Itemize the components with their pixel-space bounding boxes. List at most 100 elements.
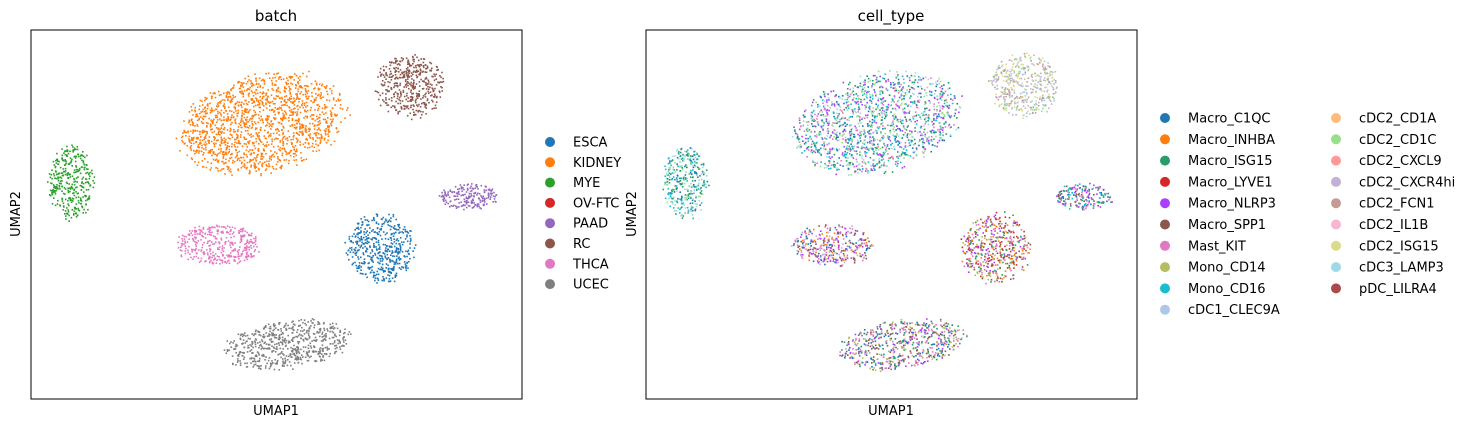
scatter-point [379, 258, 382, 260]
scatter-point [458, 206, 460, 208]
scatter-point [66, 150, 69, 153]
scatter-point [202, 122, 205, 125]
scatter-point [420, 64, 423, 66]
scatter-point [199, 231, 201, 233]
scatter-point [295, 85, 297, 87]
scatter-point [203, 251, 205, 253]
scatter-point [882, 158, 885, 160]
scatter-point [322, 356, 324, 358]
scatter-point [321, 333, 323, 335]
batch-axes-frame [30, 29, 523, 400]
scatter-point [334, 104, 336, 106]
scatter-point [904, 128, 906, 130]
scatter-point [461, 190, 463, 192]
scatter-point [272, 123, 275, 125]
scatter-point [401, 251, 404, 253]
scatter-point [228, 91, 230, 94]
scatter-point [278, 78, 280, 80]
scatter-point [947, 94, 949, 96]
scatter-point [879, 153, 881, 155]
scatter-point [201, 144, 203, 147]
scatter-point [441, 194, 444, 197]
scatter-point [357, 258, 360, 260]
scatter-point [819, 133, 822, 136]
scatter-point [860, 89, 863, 92]
scatter-point [328, 348, 330, 350]
scatter-point [53, 185, 56, 187]
scatter-point [370, 238, 372, 240]
scatter-point [280, 122, 283, 125]
scatter-point [406, 255, 408, 258]
scatter-point [822, 102, 824, 104]
scatter-point [929, 90, 931, 93]
scatter-point [409, 96, 412, 98]
scatter-point [86, 199, 89, 201]
scatter-point [207, 122, 209, 125]
scatter-point [239, 334, 242, 337]
scatter-point [899, 146, 901, 148]
scatter-point [206, 252, 209, 254]
scatter-point [805, 134, 807, 136]
scatter-point [463, 198, 466, 201]
scatter-point [280, 117, 282, 120]
scatter-point [61, 158, 64, 161]
scatter-point [84, 194, 86, 197]
scatter-point [230, 88, 233, 90]
scatter-point [872, 136, 874, 138]
scatter-point [283, 326, 285, 328]
scatter-point [233, 160, 236, 163]
scatter-point [87, 196, 90, 199]
scatter-point [254, 345, 257, 348]
scatter-point [230, 89, 232, 92]
scatter-point [293, 73, 296, 75]
scatter-point [473, 205, 475, 208]
scatter-point [245, 102, 248, 105]
scatter-point [248, 110, 250, 113]
scatter-point [184, 252, 187, 255]
scatter-point [403, 73, 405, 76]
scatter-point [278, 130, 280, 132]
scatter-point [89, 171, 92, 174]
scatter-point [853, 150, 856, 152]
scatter-point [257, 365, 260, 367]
scatter-point [310, 347, 313, 349]
scatter-point [321, 84, 323, 87]
scatter-point [241, 145, 244, 147]
scatter-point [417, 59, 420, 62]
scatter-point [397, 102, 399, 105]
scatter-point [825, 120, 828, 123]
scatter-point [233, 235, 235, 238]
scatter-point [413, 256, 415, 259]
scatter-point [239, 241, 242, 244]
legend-marker [545, 258, 555, 269]
scatter-point [397, 111, 399, 113]
scatter-point [228, 349, 230, 352]
scatter-point [297, 90, 299, 93]
scatter-point [394, 276, 397, 278]
scatter-point [905, 135, 907, 137]
scatter-point [429, 83, 432, 85]
scatter-point [191, 230, 194, 232]
scatter-point [466, 189, 469, 191]
scatter-point [406, 80, 409, 83]
scatter-point [951, 102, 954, 105]
scatter-point [412, 250, 414, 252]
scatter-point [317, 351, 320, 353]
scatter-point [299, 356, 302, 359]
scatter-point [198, 152, 200, 154]
scatter-point [284, 361, 287, 363]
scatter-point [876, 115, 878, 118]
scatter-point [370, 258, 372, 261]
scatter-point [242, 358, 245, 360]
scatter-point [272, 332, 274, 335]
scatter-point [363, 262, 366, 265]
scatter-point [935, 113, 937, 115]
scatter-point [201, 139, 204, 142]
scatter-point [390, 233, 393, 235]
scatter-point [408, 87, 410, 90]
scatter-point [355, 235, 357, 237]
scatter-point [205, 112, 207, 115]
scatter-point [900, 93, 903, 95]
scatter-point [896, 83, 899, 85]
scatter-point [848, 119, 850, 122]
